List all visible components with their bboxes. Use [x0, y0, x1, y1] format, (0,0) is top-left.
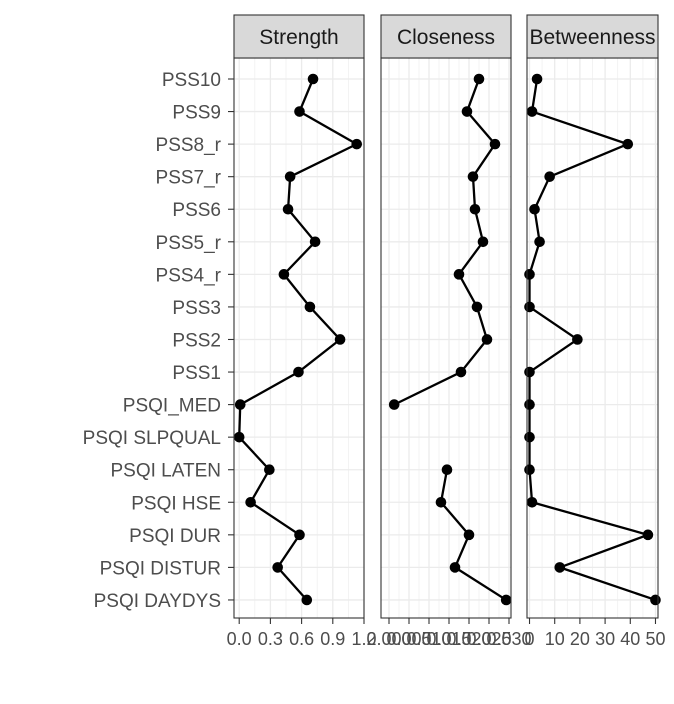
point-strength-psqi-laten [264, 464, 275, 476]
y-tick-label-pss5-r: PSS5_r [156, 233, 222, 254]
point-closeness-psqi-daydys [500, 594, 512, 606]
point-strength-psqi-med [234, 399, 246, 410]
x-tick-label-strength: 0.9 [320, 629, 345, 649]
point-closeness-pss9 [461, 106, 473, 117]
y-tick-label-pss8-r: PSS8_r [156, 135, 222, 156]
point-betweenness-pss10 [531, 73, 543, 85]
x-tick-label-strength: 1.2 [351, 629, 376, 649]
panel-closeness: Closeness0.0000.0050.0100.0150.0200.0250… [366, 14, 532, 649]
x-tick-label-betweenness: 0 [525, 629, 535, 649]
point-betweenness-psqi-daydys [650, 594, 661, 606]
point-strength-psqi-distur [272, 562, 283, 573]
x-tick-label-closeness: 0.010 [406, 629, 451, 649]
point-strength-pss5-r [309, 236, 321, 248]
y-tick-label-pss10: PSS10 [162, 70, 221, 91]
x-tick-label-closeness: 0.005 [386, 629, 431, 649]
point-closeness-pss7-r [467, 171, 479, 182]
point-strength-pss1 [293, 366, 304, 378]
x-tick-label-closeness: 0.015 [426, 629, 471, 649]
x-tick-label-strength: 0.6 [289, 629, 314, 649]
y-tick-label-psqi-med: PSQI_MED [123, 396, 221, 417]
point-closeness-psqi-dur [463, 529, 475, 541]
y-tick-label-pss2: PSS2 [172, 330, 221, 351]
strip-strength [233, 14, 365, 59]
point-strength-pss6 [282, 203, 294, 215]
point-closeness-pss2 [481, 334, 493, 345]
point-betweenness-pss6 [529, 203, 540, 215]
y-tick-label-psqi-slpqual: PSQI SLPQUAL [83, 428, 221, 449]
point-strength-pss7-r [284, 171, 296, 182]
point-betweenness-psqi-dur [642, 529, 654, 541]
y-tick-label-psqi-laten: PSQI LATEN [110, 461, 221, 482]
point-strength-pss9 [294, 106, 305, 117]
y-axis-labels: PSS10 PSS9 PSS8_r PSS7_r PSS6 PSS5_r PSS4_r PSS… [83, 70, 234, 612]
point-betweenness-psqi-laten [524, 464, 535, 476]
x-tick-label-betweenness: 50 [645, 629, 665, 649]
point-closeness-pss1 [455, 366, 467, 378]
x-tick-label-closeness: 0.025 [466, 629, 511, 649]
strip-label-strength: Strength [259, 26, 338, 49]
point-betweenness-pss3 [524, 301, 535, 313]
point-closeness-pss3 [471, 301, 483, 313]
point-closeness-pss4-r [453, 269, 465, 280]
point-closeness-psqi-laten [441, 464, 453, 476]
x-tick-label-closeness: 0.030 [486, 629, 531, 649]
y-tick-label-psqi-dur: PSQI DUR [129, 526, 221, 547]
point-betweenness-pss1 [524, 366, 535, 378]
y-tick-label-pss7-r: PSS7_r [156, 168, 222, 189]
panel-strength: Strength 0.0 0.3 0.6 0.9 1.2 [227, 14, 377, 649]
point-closeness-pss10 [473, 73, 485, 85]
point-strength-psqi-daydys [301, 594, 313, 606]
point-betweenness-psqi-med [524, 399, 535, 410]
point-closeness-psqi-med [388, 399, 400, 410]
point-betweenness-pss9 [526, 106, 538, 117]
x-tick-label-betweenness: 40 [620, 629, 640, 649]
x-tick-label-betweenness: 30 [595, 629, 615, 649]
point-strength-psqi-hse [245, 496, 256, 508]
x-tick-label-betweenness: 20 [570, 629, 590, 649]
point-closeness-pss6 [469, 203, 481, 215]
x-tick-label-strength: 0.3 [258, 629, 283, 649]
point-betweenness-pss2 [572, 334, 583, 345]
y-tick-label-pss3: PSS3 [172, 298, 221, 319]
point-closeness-psqi-distur [449, 562, 461, 573]
strip-betweenness [526, 14, 659, 59]
point-closeness-pss8-r [489, 138, 501, 150]
point-strength-pss4-r [278, 269, 290, 280]
y-tick-label-pss4-r: PSS4_r [156, 265, 222, 286]
point-strength-pss3 [304, 301, 316, 313]
strip-label-closeness: Closeness [397, 26, 495, 49]
x-tick-label-closeness: 0.020 [446, 629, 491, 649]
point-strength-pss10 [307, 73, 319, 85]
point-closeness-pss5-r [477, 236, 489, 248]
y-tick-label-pss6: PSS6 [172, 200, 221, 221]
x-tick-label-betweenness: 10 [545, 629, 565, 649]
point-strength-pss2 [334, 334, 346, 345]
point-betweenness-psqi-slpqual [524, 431, 535, 443]
y-tick-label-psqi-daydys: PSQI DAYDYS [94, 591, 221, 612]
point-betweenness-psqi-hse [526, 496, 538, 508]
y-tick-label-pss9: PSS9 [172, 103, 221, 124]
point-strength-psqi-slpqual [233, 431, 245, 443]
point-betweenness-pss7-r [544, 171, 555, 182]
point-strength-pss8-r [351, 138, 363, 150]
point-closeness-psqi-hse [435, 496, 447, 508]
point-betweenness-psqi-distur [554, 562, 566, 573]
y-tick-label-psqi-hse: PSQI HSE [131, 493, 221, 514]
point-betweenness-pss5-r [534, 236, 545, 248]
strip-closeness [380, 14, 512, 59]
panel-betweenness: Betweenness 0 10 20 30 40 50 [524, 14, 665, 649]
point-betweenness-pss4-r [524, 269, 535, 280]
x-tick-label-strength: 0.0 [227, 629, 252, 649]
point-betweenness-pss8-r [622, 138, 634, 150]
y-tick-label-pss1: PSS1 [172, 363, 221, 384]
strip-label-betweenness: Betweenness [529, 26, 655, 49]
y-tick-label-psqi-distur: PSQI DISTUR [100, 558, 221, 579]
x-tick-label-closeness: 0.000 [366, 629, 411, 649]
point-strength-psqi-dur [294, 529, 305, 541]
